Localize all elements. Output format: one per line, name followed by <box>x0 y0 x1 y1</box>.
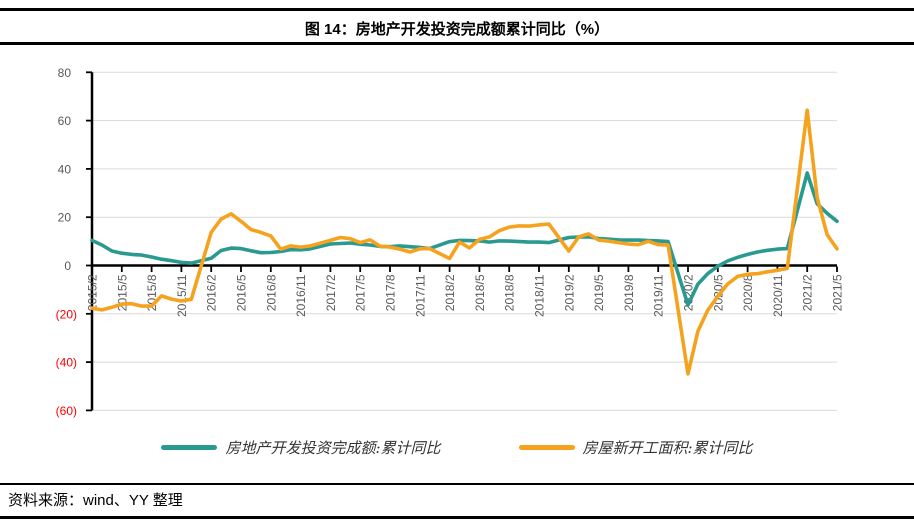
y-tick-label: 60 <box>58 114 72 128</box>
legend-label-new-starts: 房屋新开工面积:累计同比 <box>582 439 753 457</box>
y-tick-label: 40 <box>58 162 72 176</box>
y-tick-label: (40) <box>56 356 77 370</box>
x-tick-label: 2016/11 <box>294 274 308 317</box>
title-rule <box>0 42 914 45</box>
x-tick-label: 2017/2 <box>324 274 338 311</box>
x-tick-label: 2020/5 <box>711 274 725 311</box>
x-tick-label: 2018/11 <box>533 274 547 317</box>
legend-swatch-investment-line <box>161 445 218 450</box>
x-tick-label: 2018/2 <box>443 274 457 311</box>
x-tick-label: 2019/8 <box>622 274 636 311</box>
legend-item-new-starts: 房屋新开工面积:累计同比 <box>518 437 753 458</box>
x-tick-label: 2021/5 <box>831 274 845 311</box>
x-tick-label: 2018/5 <box>473 274 487 311</box>
x-tick-label: 2020/8 <box>741 274 755 311</box>
source-text: 资料来源：wind、YY 整理 <box>8 492 183 509</box>
x-tick-label: 2020/2 <box>682 274 696 311</box>
x-tick-label: 2017/8 <box>384 274 398 311</box>
x-tick-label: 2019/11 <box>652 274 666 317</box>
y-tick-label: (60) <box>56 404 77 418</box>
page-title: 图 14：房地产开发投资完成额累计同比（%） <box>304 21 610 38</box>
x-tick-label: 2016/5 <box>235 274 249 311</box>
x-tick-label: 2017/5 <box>354 274 368 311</box>
x-tick-label: 2018/8 <box>503 274 517 311</box>
legend-swatch-new-starts-line <box>518 445 575 450</box>
x-tick-label: 2016/2 <box>205 274 219 311</box>
legend-item-investment: 房地产开发投资完成额:累计同比 <box>161 437 441 458</box>
y-tick-label: 80 <box>58 66 72 80</box>
chart-legend: 房地产开发投资完成额:累计同比 房屋新开工面积:累计同比 <box>0 437 914 458</box>
x-tick-label: 2019/2 <box>562 274 576 311</box>
y-tick-label: 20 <box>58 211 72 225</box>
series-line-new-starts <box>90 108 839 376</box>
y-tick-label: 0 <box>64 259 71 273</box>
y-tick-label: (20) <box>56 307 77 321</box>
series-line-investment <box>90 171 839 307</box>
x-tick-label: 2021/2 <box>801 274 815 311</box>
x-tick-label: 2016/8 <box>264 274 278 311</box>
bottom-rule <box>0 516 914 519</box>
x-tick-label: 2015/11 <box>175 274 189 317</box>
top-rule <box>0 8 914 11</box>
x-tick-label: 2017/11 <box>413 274 427 317</box>
source-rule <box>0 483 914 485</box>
x-tick-label: 2020/11 <box>771 274 785 317</box>
legend-label-investment: 房地产开发投资完成额:累计同比 <box>225 439 441 457</box>
x-tick-label: 2015/2 <box>86 274 100 311</box>
x-tick-label: 2019/5 <box>592 274 606 311</box>
x-tick-label: 2015/5 <box>115 274 129 311</box>
